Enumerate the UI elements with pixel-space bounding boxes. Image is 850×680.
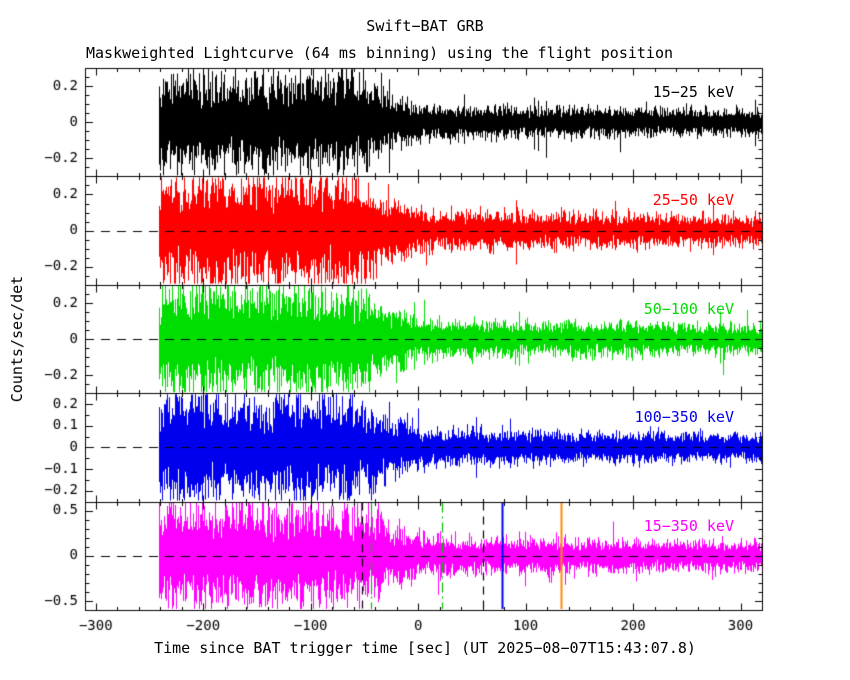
y-axis-label: Counts/sec/det — [8, 275, 26, 403]
x-axis-label: Time since BAT trigger time [sec] (UT 20… — [154, 639, 696, 657]
plot-title: Swift−BAT GRB — [366, 17, 484, 35]
plot-subtitle: Maskweighted Lightcurve (64 ms binning) … — [86, 44, 673, 62]
panel-label-15-350-kev: 15−350 keV — [643, 516, 734, 535]
panel-label-15-25-kev: 15−25 keV — [652, 83, 734, 101]
panel-label-25-50-kev: 25−50 keV — [652, 191, 734, 210]
panel-label-100-350-kev: 100−350 keV — [634, 408, 734, 427]
panel-label-50-100-kev: 50−100 keV — [643, 299, 734, 318]
